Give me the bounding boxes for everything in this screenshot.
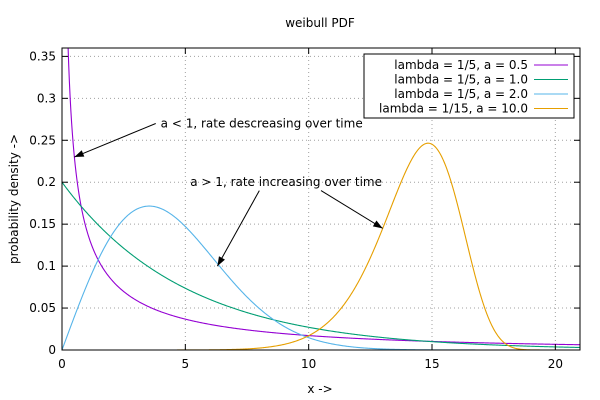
- y-tick-label: 0.35: [29, 49, 56, 63]
- x-tick-label: 15: [424, 357, 439, 371]
- y-axis-label: probability density ->: [7, 134, 21, 264]
- y-tick-label: 0.3: [37, 91, 56, 105]
- annotation-arrow: [216, 190, 260, 267]
- series-line: [67, 48, 580, 346]
- legend-label: lambda = 1/5, a = 2.0: [394, 87, 528, 101]
- chart-title: weibull PDF: [285, 16, 355, 30]
- y-tick-label: 0.05: [29, 301, 56, 315]
- annotation-text: a > 1, rate increasing over time: [190, 175, 382, 189]
- annotation-arrow: [74, 123, 156, 158]
- y-tick-label: 0.25: [29, 133, 56, 147]
- x-tick-label: 20: [548, 357, 563, 371]
- series-line: [62, 142, 580, 350]
- x-tick-label: 5: [182, 357, 190, 371]
- annotation-text: a < 1, rate descreasing over time: [161, 117, 363, 131]
- annotation-arrowhead: [74, 150, 85, 158]
- annotation-arrow: [320, 190, 383, 229]
- y-tick-label: 0: [48, 343, 56, 357]
- y-tick-label: 0.1: [37, 259, 56, 273]
- annotations: a < 1, rate descreasing over time a > 1, …: [74, 117, 383, 267]
- legend-label: lambda = 1/15, a = 10.0: [379, 102, 528, 116]
- legend-label: lambda = 1/5, a = 1.0: [394, 73, 528, 87]
- x-tick-label: 10: [301, 357, 316, 371]
- y-tick-label: 0.15: [29, 217, 56, 231]
- legend-label: lambda = 1/5, a = 0.5: [394, 58, 528, 72]
- annotation-arrowhead: [217, 256, 225, 267]
- axis-ticks: 0 5 10 15 20 0 0.05 0.1 0.15 0.2 0.25 0.3 0.35: [29, 48, 580, 371]
- annotation-arrowhead: [372, 220, 383, 229]
- y-tick-label: 0.2: [37, 175, 56, 189]
- x-tick-label: 0: [58, 357, 66, 371]
- plot-frame: [61, 47, 581, 351]
- series-line: [62, 181, 580, 349]
- curves: [62, 48, 580, 350]
- x-axis-label: x ->: [307, 382, 332, 396]
